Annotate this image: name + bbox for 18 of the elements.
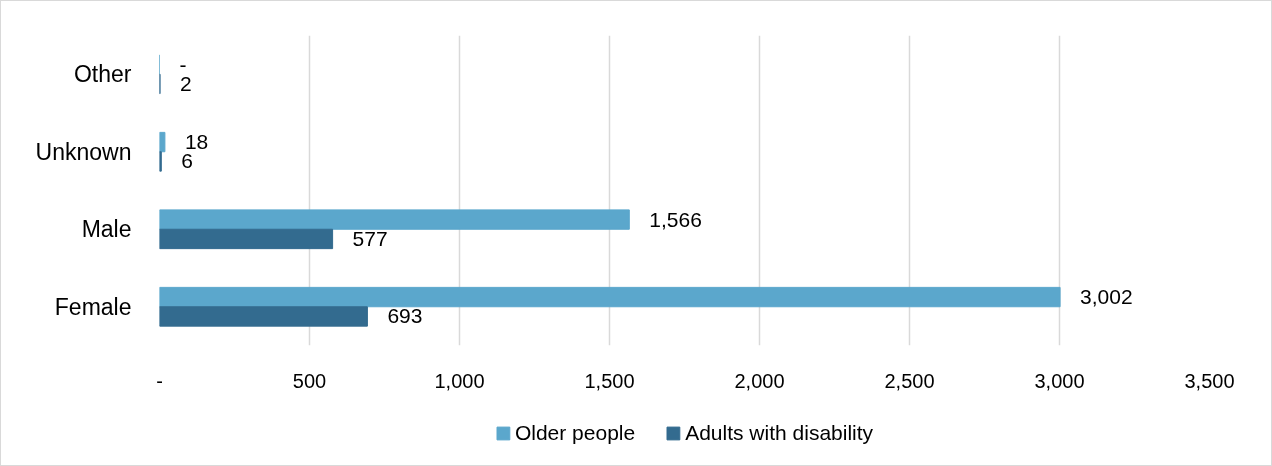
x-tick-label: - bbox=[156, 369, 163, 392]
legend-label: Older people bbox=[514, 421, 636, 445]
data-label: 693 bbox=[387, 304, 423, 328]
x-tick-label: 500 bbox=[292, 369, 327, 392]
x-tick-label: 3,000 bbox=[1034, 369, 1085, 392]
x-tick-label: 2,500 bbox=[884, 369, 935, 392]
y-tick-label: Female bbox=[54, 293, 132, 320]
x-tick-label: 1,500 bbox=[584, 369, 635, 392]
x-tick-label: 3,500 bbox=[1184, 369, 1235, 392]
data-label: 1,566 bbox=[649, 207, 702, 231]
data-label: 577 bbox=[352, 226, 388, 250]
x-tick-label: 2,000 bbox=[734, 369, 785, 392]
data-label: 3,002 bbox=[1080, 285, 1133, 309]
y-tick-label: Unknown bbox=[35, 138, 132, 165]
y-tick-label: Male bbox=[81, 216, 132, 243]
y-tick-label: Other bbox=[73, 61, 132, 88]
legend-label: Adults with disability bbox=[685, 421, 874, 445]
x-tick-label: 1,000 bbox=[434, 369, 485, 392]
